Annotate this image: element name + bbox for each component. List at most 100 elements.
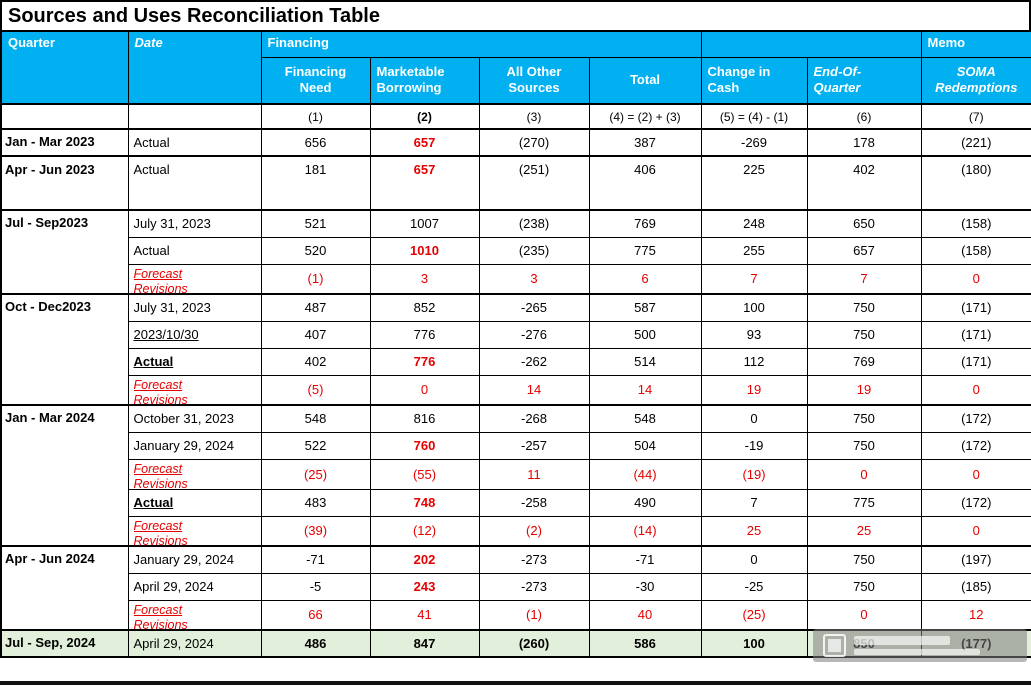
date-cell: Forecast Revisions: [127, 374, 262, 406]
value-cell: 387: [588, 128, 702, 157]
value-cell: (158): [920, 236, 1031, 265]
value-cell: 6: [588, 263, 702, 295]
value-cell: 0: [700, 545, 808, 574]
quarter-cell: Jul - Sep2023: [0, 209, 129, 295]
value-cell: -19: [700, 431, 808, 460]
value-cell: 7: [700, 488, 808, 517]
value-cell: (14): [588, 515, 702, 547]
value-cell: 243: [369, 572, 480, 601]
value-cell: (238): [478, 209, 590, 238]
memo-group-header: Memo: [920, 30, 1031, 58]
value-cell: (5): [260, 374, 371, 406]
value-cell: 12: [920, 599, 1031, 631]
value-cell: (171): [920, 293, 1031, 322]
value-cell: 248: [700, 209, 808, 238]
value-cell: 0: [920, 374, 1031, 406]
value-cell: 7: [700, 263, 808, 295]
table-row: 2023/10/30 407 776 -276 500 93 750 (171): [1, 320, 1031, 349]
value-cell: (172): [920, 431, 1031, 460]
date-cell: Actual: [127, 488, 262, 517]
value-cell: 19: [700, 374, 808, 406]
value-cell: 775: [588, 236, 702, 265]
value-cell: 586: [588, 629, 702, 658]
formula-cell: (2): [369, 103, 480, 130]
value-cell: 66: [260, 599, 371, 631]
value-cell: 0: [700, 404, 808, 433]
col-header-total: Total: [588, 56, 702, 105]
value-cell: (270): [478, 128, 590, 157]
value-cell: 14: [588, 374, 702, 406]
date-cell: 2023/10/30: [127, 320, 262, 349]
value-cell: 760: [369, 431, 480, 460]
value-cell: -265: [478, 293, 590, 322]
value-cell: 3: [369, 263, 480, 295]
value-cell: 750: [806, 431, 922, 460]
value-cell: 486: [260, 629, 371, 658]
value-cell: (19): [700, 458, 808, 490]
watermark: [813, 629, 1027, 662]
table-row: Actual 520 1010 (235) 775 255 657 (158): [1, 236, 1031, 265]
formula-cell: (5) = (4) - (1): [700, 103, 808, 130]
value-cell: 657: [369, 128, 480, 157]
quarter-cell: Oct - Dec2023: [0, 293, 129, 406]
value-cell: 93: [700, 320, 808, 349]
value-cell: (2): [478, 515, 590, 547]
table-row: Forecast Revisions (25) (55) 11 (44) (19) 0 0: [1, 458, 1031, 490]
col-header-soma-redemptions: SOMA Redemptions: [920, 56, 1031, 105]
value-cell: 402: [260, 347, 371, 376]
value-cell: (12): [369, 515, 480, 547]
table-row: Jul - Sep2023 July 31, 2023 521 1007 (238) 76…: [0, 209, 1031, 295]
table-row: Forecast Revisions (1) 3 3 6 7 7 0: [1, 263, 1031, 295]
value-cell: 548: [260, 404, 371, 433]
date-cell: Actual: [127, 155, 262, 211]
bottom-divider: [0, 681, 1031, 685]
table-row: Oct - Dec2023 July 31, 2023 487 852 -265 587 1…: [0, 293, 1031, 406]
date-cell: July 31, 2023: [127, 209, 262, 238]
value-cell: -30: [588, 572, 702, 601]
value-cell: (158): [920, 209, 1031, 238]
value-cell: (235): [478, 236, 590, 265]
value-cell: 750: [806, 572, 922, 601]
table-row: Jan - Mar 2024 October 31, 2023 548 816 -268…: [0, 404, 1031, 547]
value-cell: -273: [478, 545, 590, 574]
date-cell: January 29, 2024: [127, 431, 262, 460]
value-cell: (172): [920, 404, 1031, 433]
value-cell: 816: [369, 404, 480, 433]
empty-group-header: [700, 30, 922, 58]
value-cell: 202: [369, 545, 480, 574]
date-cell: Actual: [127, 128, 262, 157]
value-cell: 750: [806, 293, 922, 322]
value-cell: -71: [260, 545, 371, 574]
value-cell: 3: [478, 263, 590, 295]
value-cell: 847: [369, 629, 480, 658]
value-cell: 657: [806, 236, 922, 265]
value-cell: (260): [478, 629, 590, 658]
value-cell: 41: [369, 599, 480, 631]
table-row: Forecast Revisions 66 41 (1) 40 (25) 0 12: [1, 599, 1031, 631]
value-cell: (172): [920, 488, 1031, 517]
col-header-end-of-quarter: End-Of- Quarter: [806, 56, 922, 105]
value-cell: 650: [806, 209, 922, 238]
value-cell: 775: [806, 488, 922, 517]
formula-cell: (1): [260, 103, 371, 130]
value-cell: 769: [588, 209, 702, 238]
value-cell: 100: [700, 629, 808, 658]
quarter-cell: Jan - Mar 2024: [0, 404, 129, 547]
value-cell: (1): [260, 263, 371, 295]
value-cell: (171): [920, 347, 1031, 376]
value-cell: 769: [806, 347, 922, 376]
value-cell: 25: [806, 515, 922, 547]
value-cell: -262: [478, 347, 590, 376]
value-cell: 7: [806, 263, 922, 295]
column-header-row: Financing Need Marketable Borrowing All …: [1, 56, 1031, 105]
financing-group-header: Financing: [260, 30, 702, 58]
value-cell: -257: [478, 431, 590, 460]
value-cell: 255: [700, 236, 808, 265]
date-cell: Actual: [127, 236, 262, 265]
table-row: Actual 483 748 -258 490 7 775 (172): [1, 488, 1031, 517]
value-cell: 178: [806, 128, 922, 157]
value-cell: -5: [260, 572, 371, 601]
date-cell: April 29, 2024: [127, 629, 262, 658]
value-cell: 500: [588, 320, 702, 349]
value-cell: -71: [588, 545, 702, 574]
